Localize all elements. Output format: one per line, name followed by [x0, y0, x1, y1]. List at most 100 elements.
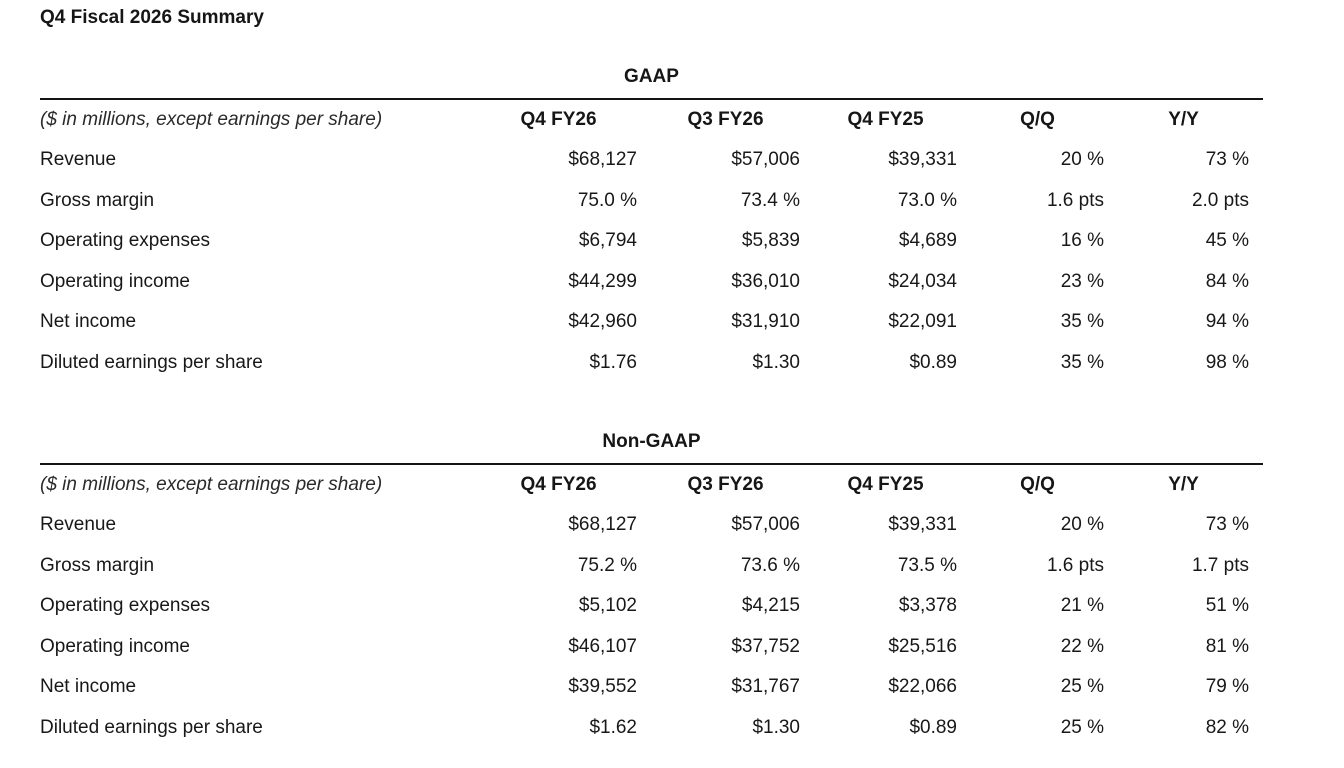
units-note: ($ in millions, except earnings per shar… [40, 109, 383, 130]
value-cell: 16 % [1060, 230, 1104, 252]
value-cell: $0.89 [909, 716, 957, 738]
column-header-qq: Q/Q [1020, 109, 1055, 130]
table-row-net-income: Net income $42,960 $31,910 $22,091 35 % … [40, 302, 1263, 343]
value-cell: $24,034 [888, 270, 957, 292]
row-label: Operating income [40, 270, 190, 292]
value-cell: 20 % [1060, 514, 1104, 536]
value-cell: 25 % [1060, 676, 1104, 698]
value-cell: $39,552 [568, 676, 637, 698]
value-cell: $5,839 [741, 230, 800, 252]
value-cell: $1.76 [589, 351, 637, 373]
table-row-operating-income: Operating income $44,299 $36,010 $24,034… [40, 262, 1263, 303]
value-cell: $31,767 [731, 676, 800, 698]
row-label: Diluted earnings per share [40, 716, 263, 738]
column-header-q4-fy25: Q4 FY25 [847, 109, 924, 130]
value-cell: $1.30 [752, 351, 800, 373]
value-cell: 73 % [1205, 149, 1249, 171]
value-cell: $57,006 [731, 149, 800, 171]
value-cell: $39,331 [888, 514, 957, 536]
value-cell: $57,006 [731, 514, 800, 536]
row-label: Revenue [40, 149, 117, 171]
table-row-operating-expenses: Operating expenses $5,102 $4,215 $3,378 … [40, 586, 1263, 627]
value-cell: $5,102 [578, 595, 637, 617]
table-row-gross-margin: Gross margin 75.0 % 73.4 % 73.0 % 1.6 pt… [40, 181, 1263, 222]
page: Q4 Fiscal 2026 Summary GAAP ($ in millio… [40, 7, 1263, 748]
value-cell: $36,010 [731, 270, 800, 292]
value-cell: 21 % [1060, 595, 1104, 617]
table-row-revenue: Revenue $68,127 $57,006 $39,331 20 % 73 … [40, 140, 1263, 181]
value-cell: 84 % [1205, 270, 1249, 292]
column-header-q3-fy26: Q3 FY26 [687, 109, 764, 130]
value-cell: 35 % [1060, 311, 1104, 333]
column-header-yy: Y/Y [1168, 109, 1199, 130]
table-row-operating-income: Operating income $46,107 $37,752 $25,516… [40, 627, 1263, 668]
row-label: Gross margin [40, 189, 155, 211]
column-header-yy: Y/Y [1168, 474, 1199, 495]
value-cell: $1.30 [752, 716, 800, 738]
value-cell: 1.7 pts [1191, 554, 1249, 576]
row-label: Operating expenses [40, 595, 211, 617]
value-cell: $31,910 [731, 311, 800, 333]
table-row-diluted-eps: Diluted earnings per share $1.76 $1.30 $… [40, 343, 1263, 384]
table-row-net-income: Net income $39,552 $31,767 $22,066 25 % … [40, 667, 1263, 708]
table-row-diluted-eps: Diluted earnings per share $1.62 $1.30 $… [40, 708, 1263, 749]
table-row-operating-expenses: Operating expenses $6,794 $5,839 $4,689 … [40, 221, 1263, 262]
value-cell: $1.62 [589, 716, 637, 738]
value-cell: $6,794 [578, 230, 637, 252]
gaap-table: ($ in millions, except earnings per shar… [40, 98, 1263, 383]
value-cell: 20 % [1060, 149, 1104, 171]
value-cell: 45 % [1205, 230, 1249, 252]
value-cell: 1.6 pts [1046, 554, 1104, 576]
value-cell: $4,215 [741, 595, 800, 617]
value-cell: $68,127 [568, 149, 637, 171]
value-cell: 73.5 % [897, 554, 957, 576]
gaap-header-row: ($ in millions, except earnings per shar… [40, 99, 1263, 140]
value-cell: $37,752 [731, 635, 800, 657]
column-header-qq: Q/Q [1020, 474, 1055, 495]
table-row-revenue: Revenue $68,127 $57,006 $39,331 20 % 73 … [40, 505, 1263, 546]
value-cell: 73.6 % [740, 554, 800, 576]
units-note: ($ in millions, except earnings per shar… [40, 474, 383, 495]
value-cell: 25 % [1060, 716, 1104, 738]
value-cell: 23 % [1060, 270, 1104, 292]
value-cell: 73.4 % [740, 189, 800, 211]
value-cell: $44,299 [568, 270, 637, 292]
column-header-q4-fy26: Q4 FY26 [520, 109, 597, 130]
value-cell: $3,378 [898, 595, 957, 617]
value-cell: 98 % [1205, 351, 1249, 373]
row-label: Operating expenses [40, 230, 211, 252]
row-label: Gross margin [40, 554, 155, 576]
row-label: Net income [40, 676, 137, 698]
value-cell: 51 % [1205, 595, 1249, 617]
value-cell: $4,689 [898, 230, 957, 252]
non-gaap-section: Non-GAAP ($ in millions, except earnings… [40, 430, 1263, 748]
value-cell: $46,107 [568, 635, 637, 657]
value-cell: $39,331 [888, 149, 957, 171]
value-cell: $25,516 [888, 635, 957, 657]
value-cell: $22,066 [888, 676, 957, 698]
row-label: Net income [40, 311, 137, 333]
value-cell: $22,091 [888, 311, 957, 333]
value-cell: 73 % [1205, 514, 1249, 536]
value-cell: $42,960 [568, 311, 637, 333]
row-label: Operating income [40, 635, 190, 657]
page-title: Q4 Fiscal 2026 Summary [40, 7, 264, 28]
non-gaap-table-title: Non-GAAP [602, 431, 701, 452]
non-gaap-table: ($ in millions, except earnings per shar… [40, 463, 1263, 748]
value-cell: 82 % [1205, 716, 1249, 738]
value-cell: $68,127 [568, 514, 637, 536]
column-header-q3-fy26: Q3 FY26 [687, 474, 764, 495]
value-cell: 75.0 % [577, 189, 637, 211]
column-header-q4-fy26: Q4 FY26 [520, 474, 597, 495]
value-cell: 75.2 % [577, 554, 637, 576]
value-cell: 81 % [1205, 635, 1249, 657]
value-cell: 73.0 % [897, 189, 957, 211]
value-cell: 79 % [1205, 676, 1249, 698]
table-row-gross-margin: Gross margin 75.2 % 73.6 % 73.5 % 1.6 pt… [40, 546, 1263, 587]
value-cell: 35 % [1060, 351, 1104, 373]
value-cell: 2.0 pts [1191, 189, 1249, 211]
non-gaap-header-row: ($ in millions, except earnings per shar… [40, 464, 1263, 505]
row-label: Diluted earnings per share [40, 351, 263, 373]
row-label: Revenue [40, 514, 117, 536]
gaap-section: GAAP ($ in millions, except earnings per… [40, 65, 1263, 383]
